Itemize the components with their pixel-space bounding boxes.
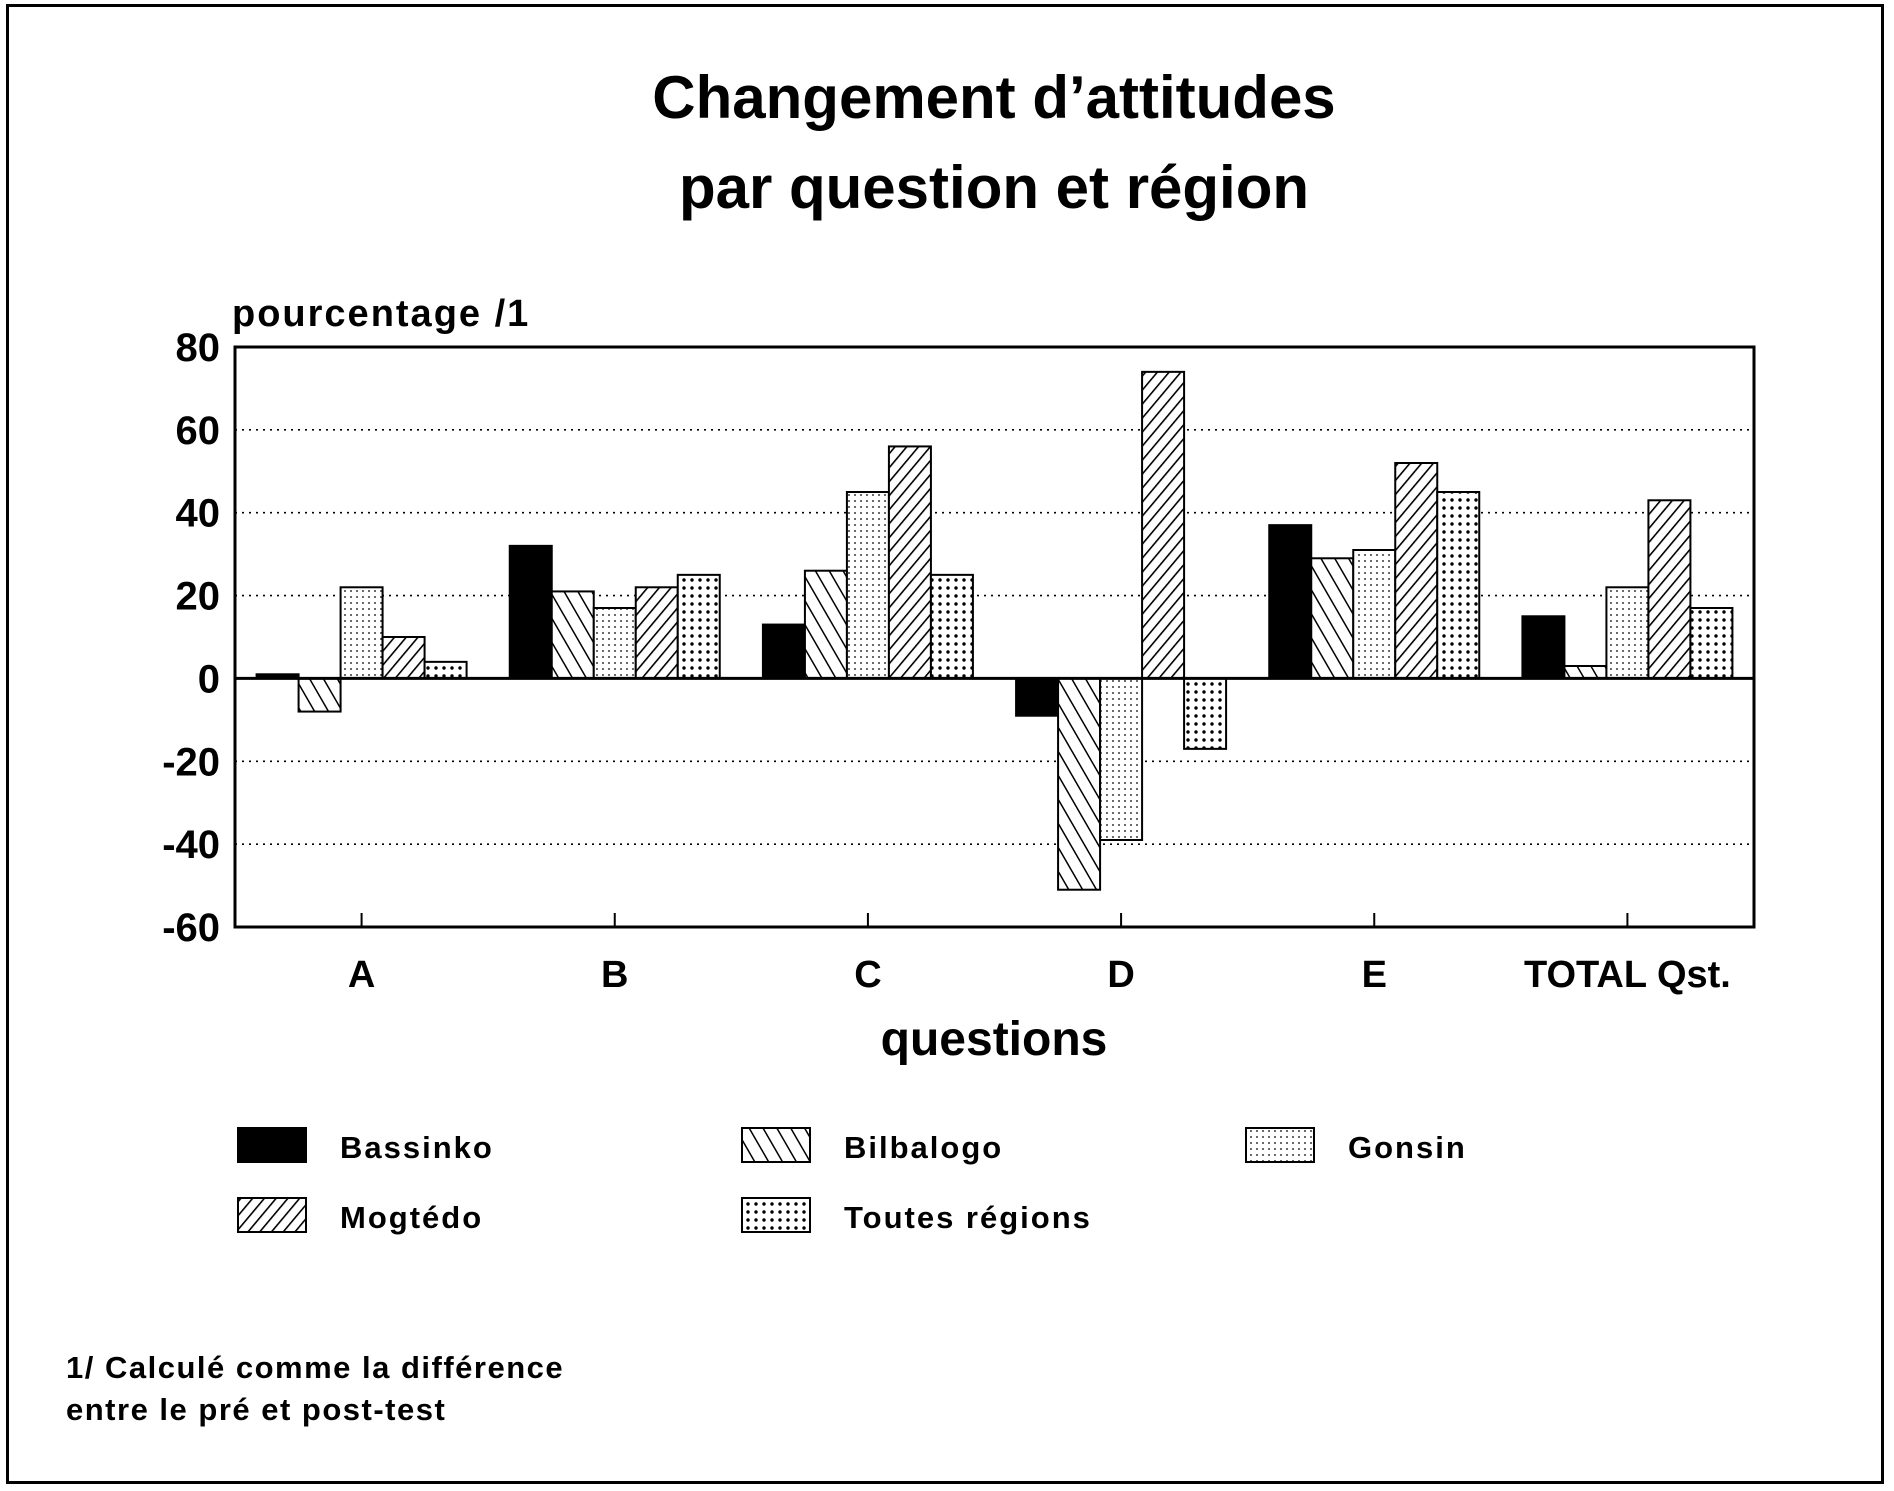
bar-c-bassinko (761, 623, 806, 680)
legend-label: Mogtédo (340, 1200, 483, 1235)
bar-d-mogtédo (1141, 370, 1186, 680)
y-tick-label: -20 (162, 740, 220, 784)
bars (255, 370, 1734, 891)
bar-a-toutes-régions (423, 660, 468, 680)
bar-d-bassinko (1015, 677, 1060, 717)
y-tick-label: 80 (176, 326, 221, 370)
y-tick-label: 0 (198, 657, 220, 701)
bar-e-toutes-régions (1436, 491, 1481, 680)
x-category-label: A (348, 954, 375, 996)
x-category-label: TOTAL Qst. (1524, 954, 1731, 996)
x-axis-title: questions (881, 1013, 1108, 1066)
bar-c-gonsin (845, 491, 890, 680)
bar-d-bilbalogo (1057, 677, 1102, 891)
legend-label: Gonsin (1348, 1130, 1467, 1165)
bar-total-qst-bassinko (1521, 615, 1566, 680)
legend-swatch (741, 1197, 811, 1233)
x-ticks (360, 913, 1629, 927)
x-category-label: D (1107, 954, 1134, 996)
bar-total-qst-bilbalogo (1563, 665, 1608, 680)
chart-title-line-1: Changement d’attitudes (652, 64, 1335, 131)
footnote-line-2: entre le pré et post-test (66, 1392, 446, 1427)
bar-c-bilbalogo (803, 569, 848, 680)
y-tick-label: 20 (176, 575, 221, 619)
bar-e-bilbalogo (1310, 557, 1355, 680)
legend-label: Bassinko (340, 1130, 494, 1165)
bar-b-toutes-régions (676, 573, 721, 680)
y-tick-label: 40 (176, 492, 221, 536)
legend-label: Toutes régions (844, 1200, 1092, 1235)
bar-d-gonsin (1099, 677, 1144, 842)
legend-swatch (741, 1127, 811, 1163)
legend-swatch (237, 1127, 307, 1163)
bar-b-gonsin (592, 607, 637, 680)
bar-b-bassinko (508, 544, 553, 680)
bar-a-bilbalogo (297, 677, 342, 713)
bar-b-bilbalogo (550, 590, 595, 680)
chart-title-line-2: par question et région (679, 154, 1309, 221)
legend-swatch (237, 1197, 307, 1233)
legend-label: Bilbalogo (844, 1130, 1003, 1165)
bar-a-mogtédo (381, 636, 426, 680)
y-tick-labels: 80 60 40 20 0 -20 -40 -60 (162, 326, 220, 950)
bar-total-qst-gonsin (1605, 586, 1650, 680)
x-category-label: C (854, 954, 881, 996)
bar-e-bassinko (1268, 524, 1313, 680)
gridlines (235, 429, 1754, 845)
plot-area (233, 345, 1756, 929)
x-category-label: E (1362, 954, 1387, 996)
bar-d-toutes-régions (1183, 677, 1228, 750)
bar-c-mogtédo (887, 445, 932, 680)
y-axis-label: pourcentage /1 (232, 293, 530, 335)
figure-frame (6, 4, 1884, 1484)
legend-swatch (1245, 1127, 1315, 1163)
bar-e-gonsin (1352, 549, 1397, 680)
bar-c-toutes-régions (929, 573, 974, 680)
bar-a-gonsin (339, 586, 384, 680)
legend: Bassinko Bilbalogo Gonsin Mogtédo Toutes rég… (237, 1127, 1467, 1235)
y-tick-label: -40 (162, 823, 220, 867)
bar-b-mogtédo (634, 586, 679, 680)
bar-total-qst-toutes-régions (1689, 607, 1734, 680)
y-tick-label: 60 (176, 409, 221, 453)
bar-total-qst-mogtédo (1647, 499, 1692, 680)
bar-e-mogtédo (1394, 462, 1439, 680)
category-labels: A B C D E TOTAL Qst. (348, 954, 1731, 996)
x-category-label: B (601, 954, 628, 996)
y-tick-label: -60 (162, 906, 220, 950)
footnote-line-1: 1/ Calculé comme la différence (66, 1350, 564, 1385)
